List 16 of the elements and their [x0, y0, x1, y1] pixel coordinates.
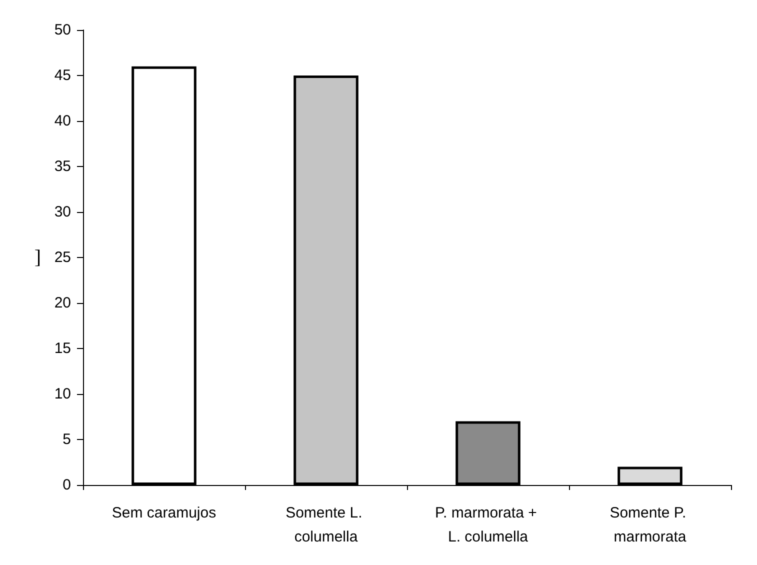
x-tick-label: Somente L. columella [286, 504, 366, 546]
y-tick-label: 30 [54, 204, 71, 220]
y-tick-label: 20 [54, 294, 71, 312]
y-tick-label: 35 [54, 158, 71, 175]
y-tick-label: 40 [54, 112, 71, 130]
y-tick-label: 0 [62, 476, 71, 494]
x-tick-label: Sem caramujos [112, 504, 216, 522]
y-tick-label: 10 [54, 386, 71, 402]
y-tick-label: 45 [54, 67, 71, 84]
x-tick-label: P. marmorata + L. columella [434, 504, 542, 546]
y-tick-label: 25 [54, 249, 71, 266]
y-tick-label: 15 [54, 340, 71, 357]
x-tick-label: Somente P. marmorata [610, 504, 690, 546]
y-axis-title: ] [34, 246, 41, 268]
y-tick-label: 5 [62, 431, 71, 448]
y-tick-label: 50 [54, 22, 71, 38]
